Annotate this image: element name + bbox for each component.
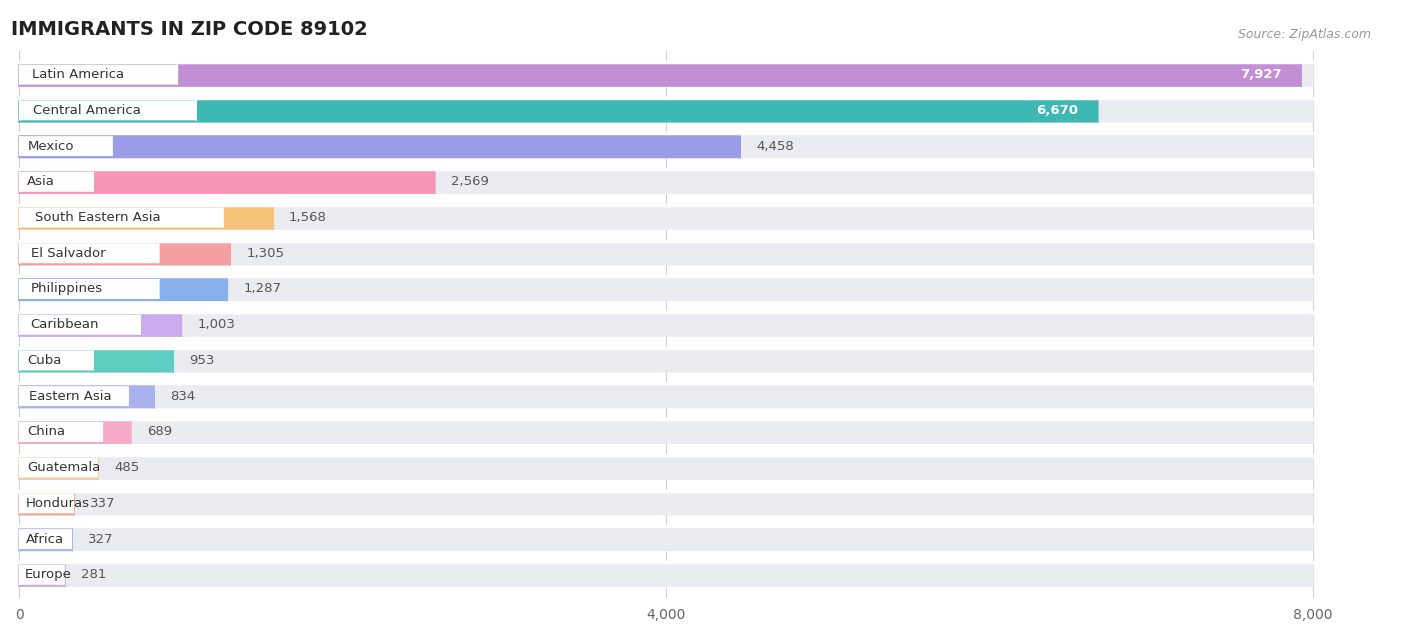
FancyBboxPatch shape [20,62,1313,87]
FancyBboxPatch shape [20,491,1313,516]
Text: Mexico: Mexico [28,140,75,152]
FancyBboxPatch shape [20,134,1313,158]
FancyBboxPatch shape [20,241,231,266]
FancyBboxPatch shape [20,491,73,516]
FancyBboxPatch shape [20,563,1313,587]
FancyBboxPatch shape [20,241,1313,266]
FancyBboxPatch shape [20,458,97,478]
Text: 337: 337 [90,497,115,510]
FancyBboxPatch shape [20,493,73,513]
FancyBboxPatch shape [20,455,1313,480]
FancyBboxPatch shape [20,420,1313,444]
FancyBboxPatch shape [20,279,159,299]
FancyBboxPatch shape [20,136,111,156]
Text: Central America: Central America [34,104,141,117]
FancyBboxPatch shape [20,527,1313,551]
Text: 2,569: 2,569 [451,176,489,188]
FancyBboxPatch shape [20,384,155,408]
FancyBboxPatch shape [20,563,65,587]
Text: Guatemala: Guatemala [27,461,100,474]
FancyBboxPatch shape [20,205,1313,230]
FancyBboxPatch shape [20,312,1313,337]
Text: Honduras: Honduras [25,497,90,510]
Text: Latin America: Latin America [32,68,124,81]
FancyBboxPatch shape [20,205,273,230]
FancyBboxPatch shape [20,170,1313,194]
FancyBboxPatch shape [20,65,177,85]
Text: 1,305: 1,305 [246,247,284,260]
FancyBboxPatch shape [20,277,228,301]
FancyBboxPatch shape [20,315,139,334]
Text: Philippines: Philippines [31,282,103,296]
FancyBboxPatch shape [20,134,740,158]
FancyBboxPatch shape [20,565,63,584]
FancyBboxPatch shape [20,349,173,372]
Text: 327: 327 [89,532,114,545]
FancyBboxPatch shape [20,384,1313,408]
Text: 4,458: 4,458 [756,140,794,152]
FancyBboxPatch shape [20,529,72,549]
Text: China: China [28,426,66,439]
FancyBboxPatch shape [20,98,1098,123]
FancyBboxPatch shape [20,100,197,120]
Text: Asia: Asia [27,176,55,188]
Text: 281: 281 [82,568,107,581]
FancyBboxPatch shape [20,455,97,480]
Text: Source: ZipAtlas.com: Source: ZipAtlas.com [1237,28,1371,41]
FancyBboxPatch shape [20,277,1313,301]
Text: 485: 485 [114,461,139,474]
FancyBboxPatch shape [20,349,1313,372]
FancyBboxPatch shape [20,172,93,192]
Text: 1,003: 1,003 [198,318,236,331]
FancyBboxPatch shape [20,243,159,263]
Text: El Salvador: El Salvador [31,247,105,260]
Text: Cuba: Cuba [27,354,62,367]
FancyBboxPatch shape [20,62,1301,87]
Text: 6,670: 6,670 [1036,104,1078,117]
FancyBboxPatch shape [20,98,1313,123]
FancyBboxPatch shape [20,350,93,370]
Text: 1,287: 1,287 [243,282,281,296]
Text: Caribbean: Caribbean [30,318,98,331]
FancyBboxPatch shape [20,386,128,406]
Text: IMMIGRANTS IN ZIP CODE 89102: IMMIGRANTS IN ZIP CODE 89102 [11,20,368,39]
Text: 953: 953 [190,354,215,367]
Text: 7,927: 7,927 [1240,68,1281,81]
FancyBboxPatch shape [20,312,181,337]
Text: Eastern Asia: Eastern Asia [30,390,111,403]
Text: 834: 834 [170,390,195,403]
FancyBboxPatch shape [20,170,434,194]
Text: Europe: Europe [25,568,72,581]
FancyBboxPatch shape [20,527,72,551]
Text: 689: 689 [146,426,172,439]
Text: Africa: Africa [25,532,63,545]
FancyBboxPatch shape [20,208,222,228]
Text: 1,568: 1,568 [290,211,326,224]
Text: South Eastern Asia: South Eastern Asia [35,211,160,224]
FancyBboxPatch shape [20,420,131,444]
FancyBboxPatch shape [20,422,103,442]
